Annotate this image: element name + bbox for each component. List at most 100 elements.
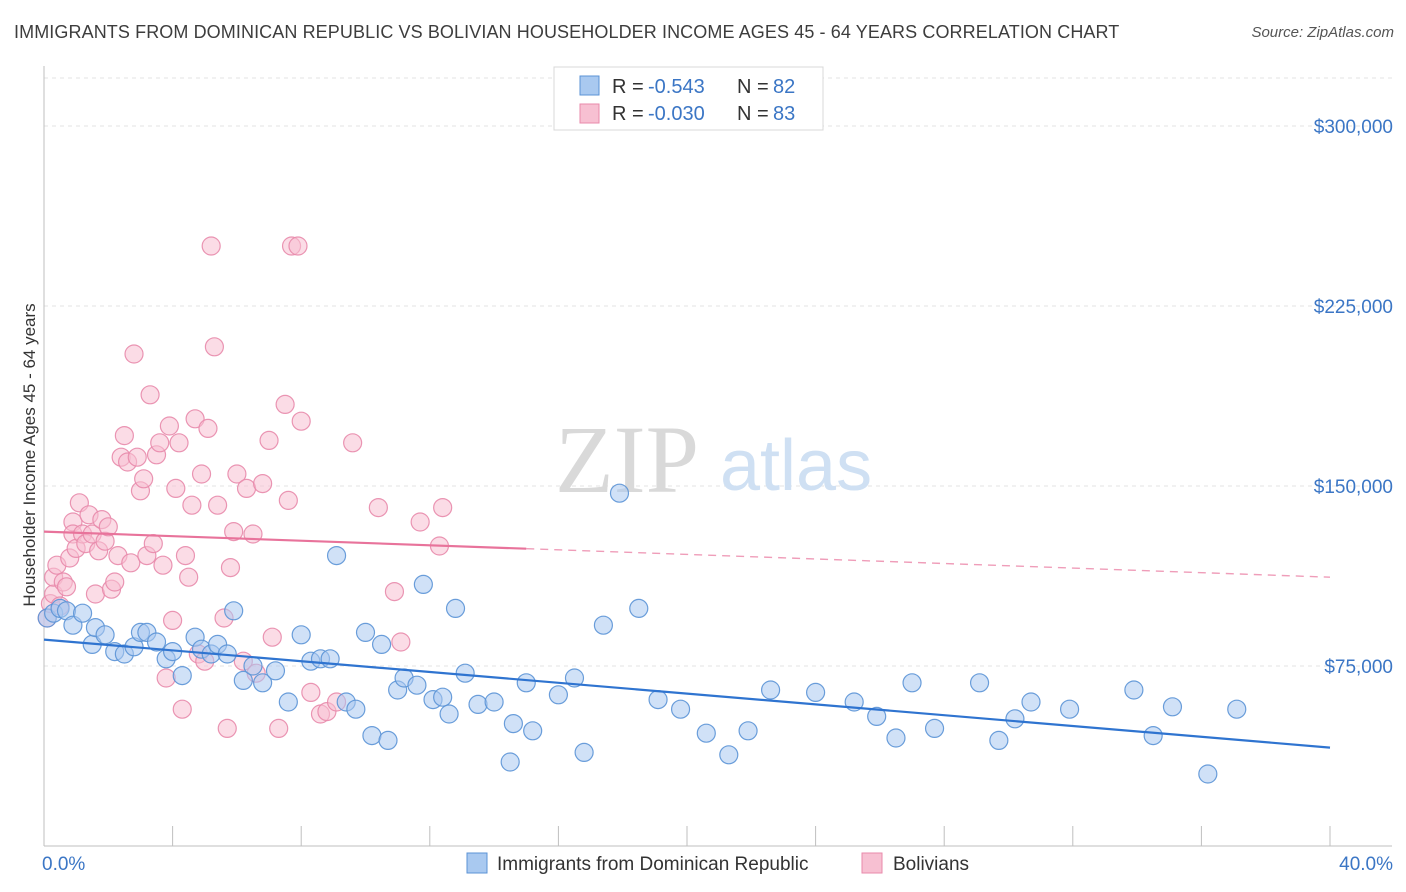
bolivian-point (262, 627, 282, 647)
dominican-point (609, 483, 630, 503)
dominican-point (355, 622, 376, 643)
dominican-point (924, 718, 945, 739)
bolivian-point (127, 447, 147, 467)
dominican-point (574, 742, 594, 763)
y-axis-label: Householder Income Ages 45 - 64 years (20, 303, 39, 606)
bolivian-point (301, 682, 321, 703)
bolivian-point (163, 610, 183, 631)
dominican-point (243, 656, 263, 676)
bolivian-point (169, 433, 189, 453)
dominican-point (233, 670, 253, 691)
bolivian-point (278, 490, 298, 510)
trend-line-1-dashed (526, 548, 1331, 578)
dominican-point (378, 730, 398, 751)
legend-swatch-blue (579, 75, 600, 96)
bolivian-point (198, 418, 218, 438)
dominican-point (548, 685, 569, 705)
axes (43, 66, 1392, 847)
y-tick-labels: $75,000 $150,000 $225,000 $300,000 (1314, 117, 1393, 678)
bolivian-point (208, 495, 228, 515)
dominican-point (500, 752, 520, 772)
bolivian-point (172, 699, 192, 719)
dominican-point (72, 603, 93, 623)
bolivian-point (433, 498, 453, 518)
bolivian-point (368, 498, 388, 518)
series-legend-label-blue: Immigrants from Dominican Republic (497, 854, 809, 875)
dominican-point (439, 704, 459, 724)
dominican-point (146, 632, 167, 652)
bolivian-point (269, 718, 289, 739)
bolivian-point (191, 464, 212, 484)
bolivian-point (288, 236, 308, 256)
stats-legend: R = -0.543 N = 82 R = -0.030 N = 83 (553, 66, 824, 131)
dominican-point (648, 689, 668, 710)
bolivian-point (227, 464, 247, 484)
dominican-point (516, 673, 536, 693)
y-tick-label-1: $150,000 (1314, 477, 1393, 498)
legend-n-label-1: N = (737, 76, 769, 98)
legend-n-value-1: 82 (773, 76, 795, 98)
legend-n-label-2: N = (737, 103, 769, 125)
bolivian-point (98, 517, 118, 537)
dominican-point (564, 668, 585, 688)
bolivian-point (85, 584, 106, 604)
bolivian-point (56, 577, 77, 597)
series-legend-swatch-pink (861, 852, 883, 874)
bolivian-point (143, 533, 163, 554)
dominican-point (346, 699, 366, 719)
dominican-point (278, 692, 298, 712)
dominican-point (902, 673, 922, 693)
dominican-point (468, 694, 488, 715)
dominican-point (1059, 699, 1080, 719)
bolivian-point (185, 409, 205, 429)
dominican-point (1143, 725, 1163, 746)
bolivian-point (114, 426, 134, 446)
bolivian-point (291, 411, 311, 431)
x-tick-label-max: 40.0% (1339, 854, 1393, 875)
trend-lines (43, 530, 1331, 749)
legend-r-label-2: R = (612, 103, 644, 125)
legend-n-value-2: 83 (773, 103, 795, 125)
dominican-point (1021, 692, 1041, 712)
bolivian-point (105, 572, 125, 592)
dominican-point (1162, 697, 1183, 717)
bolivian-point (153, 555, 173, 575)
dominican-point (738, 721, 758, 741)
bolivian-point (204, 337, 224, 357)
bolivian-point (253, 474, 273, 494)
legend-r-value-1: -0.543 (648, 76, 705, 98)
dominican-point (407, 675, 427, 695)
bolivian-point (150, 433, 170, 453)
legend-r-label-1: R = (612, 76, 644, 98)
dominican-point (371, 634, 392, 655)
bolivian-point (159, 416, 179, 436)
dominican-point (413, 574, 433, 595)
dominican-point (455, 663, 475, 683)
dominican-point (95, 625, 115, 645)
bolivian-point (391, 632, 411, 652)
y-tick-label-3: $300,000 (1314, 117, 1393, 138)
series-legend-swatch-blue (466, 852, 488, 874)
dominican-point (969, 673, 990, 693)
dominican-point (719, 745, 739, 765)
dominican-point (1227, 699, 1247, 719)
dominican-points (37, 483, 1247, 784)
dominican-point (1124, 680, 1144, 700)
dominican-point (326, 545, 347, 566)
bolivian-point (384, 581, 405, 602)
bolivian-point (134, 469, 154, 489)
bolivian-point (217, 718, 237, 739)
dominican-point (172, 665, 192, 686)
bolivian-point (275, 394, 295, 414)
chart-title: IMMIGRANTS FROM DOMINICAN REPUBLIC VS BO… (14, 22, 1120, 42)
dominican-point (1005, 709, 1025, 729)
dominican-point (1198, 764, 1218, 784)
dominican-point (433, 687, 453, 707)
bolivian-point (156, 668, 176, 688)
dominican-point (867, 706, 887, 727)
dominican-point (629, 598, 649, 619)
legend-r-value-2: -0.030 (648, 103, 705, 125)
dominican-point (445, 598, 466, 619)
bolivian-point (175, 545, 196, 566)
